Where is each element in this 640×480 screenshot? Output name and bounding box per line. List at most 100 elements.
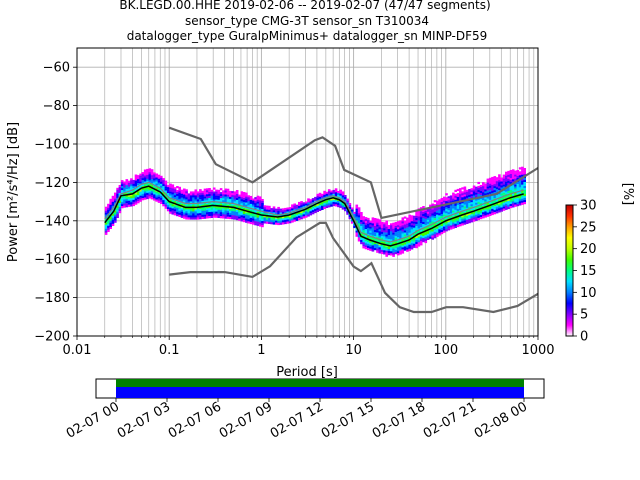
density-cell	[419, 211, 423, 214]
density-cell	[272, 218, 276, 221]
density-cell	[146, 188, 149, 192]
density-cell	[160, 193, 163, 196]
density-cell	[194, 211, 198, 214]
density-cell	[327, 199, 331, 202]
density-cell	[378, 219, 382, 222]
density-cell	[212, 199, 216, 202]
density-cell	[449, 195, 453, 198]
density-cell	[373, 238, 377, 241]
density-cell	[509, 186, 513, 189]
density-cell	[189, 207, 193, 210]
density-cell	[199, 205, 202, 208]
density-cell	[254, 205, 257, 208]
density-cell	[206, 210, 209, 213]
density-cell	[491, 180, 494, 184]
density-cell	[376, 246, 379, 249]
density-cell	[378, 227, 382, 230]
density-cell	[134, 194, 138, 197]
density-cell	[141, 198, 145, 201]
density-cell	[143, 193, 147, 196]
density-cell	[210, 207, 214, 210]
density-cell	[166, 207, 170, 210]
density-cell	[447, 212, 451, 215]
density-cell	[180, 213, 184, 216]
density-cell	[164, 182, 168, 185]
density-cell	[362, 222, 365, 225]
density-cell	[406, 233, 409, 236]
density-cell	[261, 201, 264, 204]
density-cell	[406, 221, 409, 224]
density-cell	[127, 198, 131, 201]
density-cell	[226, 208, 230, 211]
density-cell	[210, 195, 214, 198]
density-cell	[417, 236, 421, 239]
density-cell	[438, 217, 441, 220]
density-cell	[148, 188, 152, 191]
density-cell	[125, 197, 129, 200]
density-cell	[291, 220, 294, 223]
density-cell	[219, 212, 223, 215]
density-cell	[233, 197, 237, 200]
density-cell	[111, 221, 115, 224]
density-cell	[141, 188, 145, 191]
density-cell	[252, 204, 255, 207]
density-cell	[376, 250, 379, 253]
density-cell	[219, 206, 223, 209]
density-cell	[323, 190, 326, 193]
density-cell	[189, 209, 193, 212]
density-cell	[355, 230, 359, 233]
density-cell	[162, 202, 165, 205]
density-cell	[281, 220, 285, 223]
density-cell	[164, 198, 168, 201]
density-cell	[380, 251, 384, 255]
density-cell	[171, 190, 175, 193]
density-cell	[325, 193, 329, 196]
density-cell	[288, 221, 292, 224]
density-cell	[475, 200, 478, 203]
density-cell	[408, 220, 411, 223]
density-cell	[295, 204, 299, 207]
density-cell	[208, 206, 211, 209]
density-cell	[307, 198, 310, 201]
density-cell	[394, 222, 398, 225]
density-cell	[304, 209, 308, 212]
density-cell	[426, 227, 430, 230]
density-cell	[332, 189, 336, 193]
density-cell	[249, 201, 253, 205]
density-cell	[426, 213, 430, 216]
density-cell	[210, 209, 214, 212]
density-cell	[118, 205, 122, 208]
density-cell	[431, 211, 434, 214]
density-cell	[286, 207, 290, 210]
density-cell	[373, 220, 377, 223]
density-cell	[394, 232, 398, 235]
density-cell	[493, 210, 497, 213]
density-cell	[210, 193, 214, 196]
density-cell	[162, 180, 165, 183]
density-cell	[429, 234, 432, 237]
density-cell	[413, 239, 416, 242]
density-cell	[235, 214, 239, 217]
density-cell	[403, 220, 407, 223]
density-cell	[488, 183, 492, 186]
density-cell	[511, 187, 515, 190]
density-cell	[261, 205, 264, 208]
density-cell	[433, 210, 437, 213]
density-cell	[415, 218, 418, 221]
density-cell	[298, 213, 301, 217]
density-cell	[482, 188, 485, 191]
density-cell	[394, 238, 398, 241]
density-cell	[415, 214, 418, 217]
density-cell	[222, 196, 225, 199]
density-cell	[146, 196, 149, 200]
density-cell	[224, 206, 227, 209]
density-cell	[141, 192, 145, 195]
density-cell	[222, 212, 225, 215]
density-cell	[153, 186, 156, 189]
density-cell	[468, 213, 471, 216]
density-cell	[233, 215, 237, 218]
density-cell	[291, 206, 294, 209]
density-cell	[127, 204, 131, 207]
density-cell	[373, 226, 377, 229]
